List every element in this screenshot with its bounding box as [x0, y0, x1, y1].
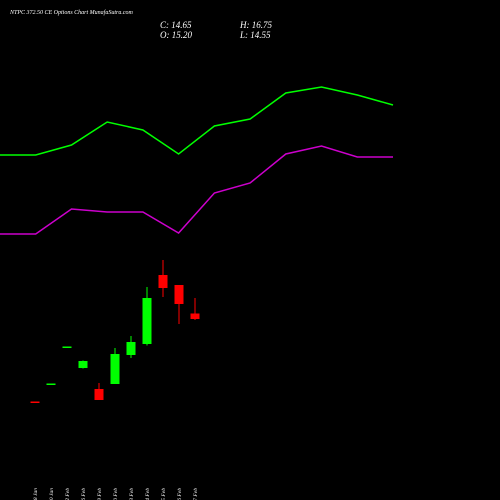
candle-body: [190, 313, 200, 319]
x-tick-label: 24 Feb: [144, 488, 151, 500]
x-tick-label: 30 Jan: [49, 488, 55, 500]
indicator-line: [0, 86, 394, 156]
x-tick-label: 27 Feb: [193, 488, 199, 500]
candle-body: [62, 346, 72, 348]
x-tick-label: 20 Feb: [113, 488, 119, 500]
info-high: H: 16.75: [239, 20, 272, 30]
candle-body: [78, 361, 88, 368]
info-low: L: 14.55: [239, 30, 271, 40]
info-open: O: 15.20: [160, 30, 192, 40]
x-tick-label: 25 Feb: [161, 488, 167, 500]
candle-body: [46, 383, 56, 385]
candle-body: [94, 389, 104, 400]
candle-body: [142, 298, 152, 344]
x-tick-label: 16 Feb: [81, 488, 87, 500]
x-tick-label: 26 Feb: [177, 488, 183, 500]
x-tick-label: 12 Feb: [65, 488, 71, 500]
x-tick-label: 28 Jan: [33, 488, 39, 500]
candle-body: [110, 354, 120, 384]
candle-body: [174, 285, 184, 304]
x-tick-label: 19 Feb: [97, 488, 103, 500]
candle-body: [126, 342, 136, 355]
candle-body: [30, 401, 40, 403]
chart-title: NTPC 372.50 CE Options Chart MunafaSutra…: [9, 9, 134, 16]
info-close: C: 14.65: [160, 20, 192, 30]
x-tick-label: 23 Feb: [129, 488, 135, 500]
candle-body: [158, 275, 168, 288]
indicator-line: [0, 145, 393, 235]
